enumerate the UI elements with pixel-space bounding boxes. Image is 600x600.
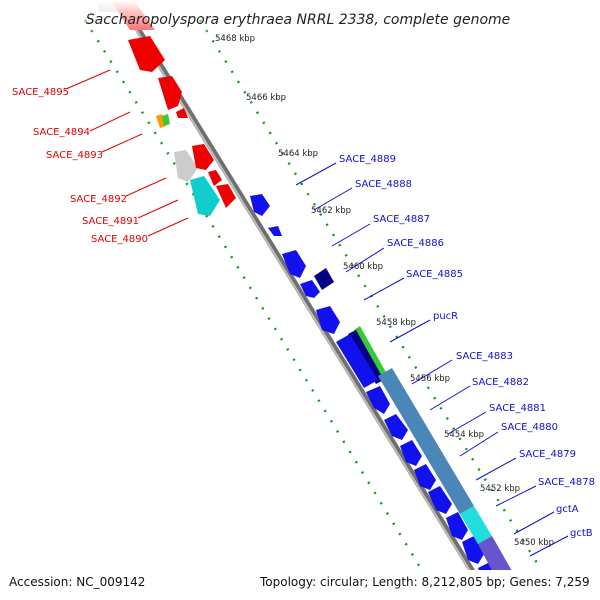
inner-tick-guide-bottom: [198, 204, 442, 600]
gene-label-sace-4893[interactable]: SACE_4893: [46, 150, 103, 161]
gene-label-sace-4894[interactable]: SACE_4894: [33, 127, 90, 138]
gene-pucR[interactable]: [354, 326, 388, 380]
kbp-tick-label: 5456 kbp: [410, 374, 450, 384]
forward-strand-genes: [250, 194, 528, 600]
gene-sace-4879[interactable]: [414, 464, 436, 490]
gene-sace-4887[interactable]: [282, 250, 306, 278]
leader-line: [495, 485, 537, 507]
accession-text: Accession: NC_009142: [9, 575, 145, 589]
gene-sace-4890[interactable]: [216, 184, 236, 208]
gene-sace-4882[interactable]: [366, 386, 390, 414]
gene-sace-4886[interactable]: [300, 280, 320, 298]
topology-text: Topology: circular; Length: 8,212,805 bp…: [259, 575, 590, 589]
gene-label-sace-4885[interactable]: SACE_4885: [406, 269, 463, 280]
kbp-tick-label: 5450 kbp: [514, 538, 554, 548]
gene-sace-4895b[interactable]: [158, 76, 182, 110]
gene-sace-4886-dark[interactable]: [314, 268, 334, 290]
outer-tick-guide: [198, 19, 562, 600]
top-fade: [0, 0, 600, 34]
gene-sace-4888[interactable]: [268, 226, 282, 236]
leader-line: [411, 359, 453, 385]
gene-label-sace-4892[interactable]: SACE_4892: [70, 194, 127, 205]
leader-line: [459, 431, 499, 457]
leader-line: [345, 247, 385, 273]
leader-line: [331, 223, 371, 247]
gene-sace-4892b[interactable]: [208, 170, 222, 186]
left-leader-lines: [65, 69, 189, 237]
gene-sace-4885[interactable]: [316, 306, 340, 334]
backbone-line: [117, 0, 493, 600]
gene-label-sace-4883[interactable]: SACE_4883: [456, 351, 513, 362]
gene-sace-4880[interactable]: [400, 440, 422, 466]
gene-sace-4894[interactable]: [156, 114, 166, 128]
leader-line: [125, 177, 167, 197]
left-gene-labels: SACE_4895 SACE_4894 SACE_4893 SACE_4892 …: [12, 87, 148, 245]
gene-gctB[interactable]: [462, 536, 484, 564]
map-title: Saccharopolyspora erythraea NRRL 2338, c…: [86, 12, 511, 28]
kbp-tick-label: 5464 kbp: [278, 149, 318, 159]
footer-bg-right: [256, 570, 600, 600]
gene-sace-4893[interactable]: [162, 114, 170, 126]
kbp-tick-label: 5468 kbp: [215, 34, 255, 44]
gene-sace-4891[interactable]: [190, 176, 220, 216]
gene-operon-cyan[interactable]: [460, 506, 492, 544]
kbp-tick-label: 5458 kbp: [376, 318, 416, 328]
gene-small-red[interactable]: [176, 108, 188, 118]
gene-sace-4883[interactable]: [336, 334, 378, 388]
kbp-tick-label: 5454 kbp: [444, 430, 484, 440]
leader-line: [429, 385, 471, 411]
gene-sace-4892a[interactable]: [192, 144, 214, 170]
gene-sace-4895-arrow[interactable]: [128, 36, 165, 72]
leader-line: [529, 535, 569, 557]
leader-line: [363, 277, 405, 301]
leader-line: [137, 199, 179, 219]
gene-operon-band[interactable]: [378, 368, 474, 514]
gene-label-sace-4890[interactable]: SACE_4890: [91, 234, 148, 245]
gene-label-sace-4888[interactable]: SACE_4888: [355, 179, 412, 190]
gene-label-sace-4880[interactable]: SACE_4880: [501, 422, 558, 433]
gene-label-sace-4886[interactable]: SACE_4886: [387, 238, 444, 249]
kbp-tick-label: 5462 kbp: [311, 206, 351, 216]
leader-line: [65, 69, 111, 90]
right-gene-labels: SACE_4889 SACE_4888 SACE_4887 SACE_4886 …: [339, 154, 595, 539]
kbp-tick-label: 5452 kbp: [480, 484, 520, 494]
gene-label-sace-4887[interactable]: SACE_4887: [373, 214, 430, 225]
gene-label-sace-4891[interactable]: SACE_4891: [82, 216, 139, 227]
gene-label-sace-4879[interactable]: SACE_4879: [519, 449, 576, 460]
leader-line: [101, 133, 143, 153]
gene-sace-4889[interactable]: [250, 194, 270, 216]
leader-line: [147, 217, 189, 237]
right-leader-lines: [295, 162, 569, 557]
gene-label-gctB[interactable]: gctB: [570, 528, 593, 539]
leader-line: [313, 187, 353, 211]
footer-bg-left: [0, 570, 255, 600]
gene-label-sace-4878[interactable]: SACE_4878: [538, 477, 595, 488]
gene-label-pucR[interactable]: pucR: [433, 311, 458, 322]
leader-line: [295, 162, 337, 186]
kbp-tick-labels: 5468 kbp 5466 kbp 5464 kbp 5462 kbp 5460…: [215, 34, 554, 548]
gene-label-sace-4881[interactable]: SACE_4881: [489, 403, 546, 414]
gene-label-sace-4889[interactable]: SACE_4889: [339, 154, 396, 165]
gene-label-sace-4895[interactable]: SACE_4895: [12, 87, 69, 98]
leader-line: [447, 411, 487, 435]
leader-line: [89, 111, 131, 132]
gene-grey-mid[interactable]: [174, 150, 198, 182]
gene-label-gctA[interactable]: gctA: [556, 504, 579, 515]
gene-sace-4881[interactable]: [384, 414, 408, 440]
gene-pucR-dark[interactable]: [348, 330, 384, 384]
leader-line: [475, 457, 517, 481]
kbp-tick-label: 5460 kbp: [343, 262, 383, 272]
leader-line: [389, 319, 431, 343]
gene-gctA[interactable]: [446, 512, 468, 540]
gene-label-sace-4882[interactable]: SACE_4882: [472, 377, 529, 388]
kbp-tick-label: 5466 kbp: [246, 93, 286, 103]
leader-line: [513, 511, 555, 535]
gene-sace-4878[interactable]: [428, 486, 452, 514]
